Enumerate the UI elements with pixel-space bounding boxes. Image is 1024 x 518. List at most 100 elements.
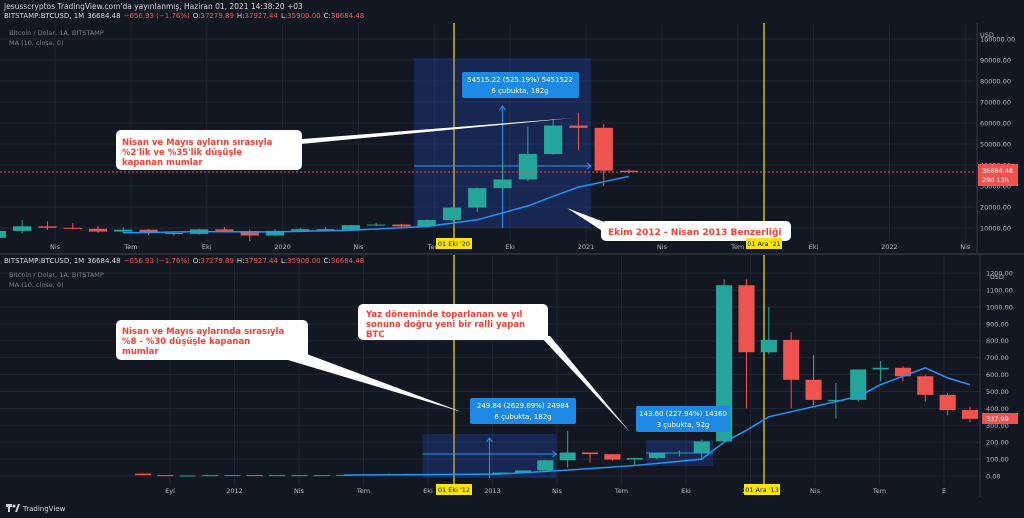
- y-tick-label: 1100.00: [986, 287, 1013, 295]
- y-tick-label: 20000.00: [980, 204, 1011, 212]
- x-tick-label: E: [942, 487, 946, 495]
- candle-body: [202, 475, 219, 477]
- footer: TradingView: [0, 498, 1024, 518]
- candle-body: [316, 229, 335, 231]
- x-tick-label: Nis: [50, 243, 61, 251]
- ohlc-c-label: C:: [324, 12, 331, 20]
- p2-annot2-l2: sonuna doğru yeni bir ralli yapan: [366, 320, 525, 330]
- candle-body: [594, 127, 613, 171]
- candle-body: [604, 454, 621, 460]
- panel-2-open: 37279.89: [201, 257, 234, 265]
- panel-1-marker-end-label: 01 Ara '21: [747, 240, 781, 248]
- y-tick-label: 900.00: [986, 320, 1009, 328]
- panel-2-low: 35900.00: [287, 257, 320, 265]
- panel-divider[interactable]: [0, 253, 1024, 255]
- p2-annot1-l1: Nisan ve Mayıs aylarında sırasıyla: [122, 327, 284, 337]
- candle-body: [783, 339, 800, 380]
- panel-2-symbol-label: BITSTAMP:BTCUSD, 1M: [4, 257, 84, 265]
- panel-1-x-axis: Nis Tem Eki 2020 Nis Tem Eki 2021 Nis Tem Eki 2022 N…: [50, 243, 971, 251]
- panel-2-callout-2-pointer: [540, 336, 630, 432]
- candle-body: [313, 475, 330, 477]
- panel-2-currency: USD: [990, 273, 1004, 281]
- panel-2-measure-1-value: 249.84 (2629.89%) 24984: [477, 402, 570, 410]
- candle-body: [392, 224, 411, 227]
- candle-body: [139, 229, 158, 234]
- x-tick-label: Nis: [294, 487, 305, 495]
- panel-2-symbol-name: Bitcoin / Dolar, 1A, BITSTAMP: [9, 271, 104, 279]
- panel-2-date-markers: [453, 255, 765, 487]
- y-tick-label: 100000.00: [980, 36, 1015, 44]
- tradingview-logo-icon: [6, 504, 20, 512]
- panel-2-annotation-1-box: [116, 320, 308, 360]
- panel-1-marker-end-label-box: [746, 238, 782, 249]
- panel-1: 10000.0020000.0030000.0040000.0050000.00…: [0, 2, 1024, 253]
- measure-h-arrowhead-icon: [586, 162, 592, 170]
- publish-info: jesusscryptos TradingView.com'da yayınla…: [3, 2, 303, 11]
- panel-2-measure-2-value: 143.60 (227.94%) 14360: [639, 410, 727, 418]
- candle-body: [240, 231, 259, 236]
- x-tick-label: Eki: [681, 487, 691, 495]
- p1-annot-l3: kapanan mumlar: [122, 158, 203, 168]
- candle-body: [760, 339, 777, 353]
- y-tick-label: 600.00: [986, 371, 1009, 379]
- candle-body: [493, 179, 512, 189]
- symbol-close: 36684.48: [87, 12, 120, 20]
- candle-body: [738, 285, 755, 353]
- panel-2-close: 36684.48: [87, 257, 120, 265]
- x-tick-label: Nis: [960, 243, 971, 251]
- x-tick-label: Nis: [353, 243, 364, 251]
- candle-body: [179, 475, 196, 477]
- panel-1-measure-bars: 6 çubukta, 182g: [491, 87, 548, 95]
- x-tick-label: Nis: [810, 487, 821, 495]
- panel-2-close-value: 36684.48: [331, 257, 364, 265]
- panel-1-ohlc-line: BITSTAMP:BTCUSD, 1M 36684.48 −656.93 (−1.7…: [4, 12, 364, 20]
- candle-body: [939, 394, 956, 411]
- y-tick-label: 500.00: [986, 388, 1009, 396]
- panel-2-measure-2-label-box: [636, 406, 730, 432]
- candle-body: [961, 410, 979, 419]
- panel-1-countdown: 29d 13h: [982, 176, 1009, 184]
- candle-body: [336, 474, 353, 476]
- x-tick-label: 2022: [881, 243, 898, 251]
- candle-body: [518, 153, 537, 180]
- x-tick-label: Eki: [202, 243, 212, 251]
- x-tick-label: Tem: [427, 243, 441, 251]
- panel-1-marker-start-label: 01 Eki '20: [438, 240, 470, 248]
- panel-2-ohlc-line: BITSTAMP:BTCUSD, 1M 36684.48 −656.93 (−1.7…: [4, 257, 364, 265]
- candle-body: [716, 285, 733, 442]
- x-tick-label: Nis: [657, 243, 668, 251]
- panel-1-comparison-note-box: [601, 221, 791, 241]
- candle-body: [114, 229, 133, 232]
- panel-1-ma-legend: MA (10, close, 0): [9, 39, 64, 47]
- candle-body: [581, 452, 599, 455]
- candle-body: [894, 367, 911, 377]
- candle-body: [63, 227, 82, 229]
- y-tick-label: 70000.00: [980, 99, 1011, 107]
- p2-o-label: O:: [193, 257, 201, 265]
- panel-2-candles: [134, 279, 979, 477]
- candle-body: [246, 475, 263, 477]
- panel-2-ma-legend: MA (10, close, 0): [9, 281, 64, 289]
- candle-body: [619, 170, 639, 172]
- panel-2-price-label-box: [982, 413, 1018, 424]
- candle-body: [544, 125, 563, 154]
- panel-2: 0.00 100.00 200.00 300.00 400.00 500.00 600.00…: [0, 255, 1018, 497]
- footer-brand[interactable]: TradingView: [22, 505, 66, 513]
- panel-1-measure-value: 54515.22 (525.19%) 5451522: [467, 76, 573, 84]
- panel-2-marker-end-label: 01 Ara '13: [745, 486, 779, 494]
- panel-2-callout-1-pointer: [288, 350, 462, 412]
- symbol-change: −656.93 (−1.76%): [124, 12, 190, 20]
- candle-body: [827, 399, 844, 401]
- ohlc-low: 35900.00: [287, 12, 320, 20]
- x-tick-label: Nis: [552, 487, 563, 495]
- candle-body: [88, 228, 108, 232]
- x-tick-label: Tem: [872, 487, 886, 495]
- x-tick-label: Tem: [730, 243, 744, 251]
- candle-body: [134, 473, 152, 476]
- panel-1-candles: [0, 112, 639, 242]
- candle-body: [291, 229, 310, 231]
- candle-body: [224, 475, 241, 477]
- y-tick-label: 100.00: [986, 456, 1009, 464]
- y-tick-label: 90000.00: [980, 57, 1011, 65]
- p2-annot2-l1: Yaz döneminde toparlanan ve yıl: [365, 310, 522, 320]
